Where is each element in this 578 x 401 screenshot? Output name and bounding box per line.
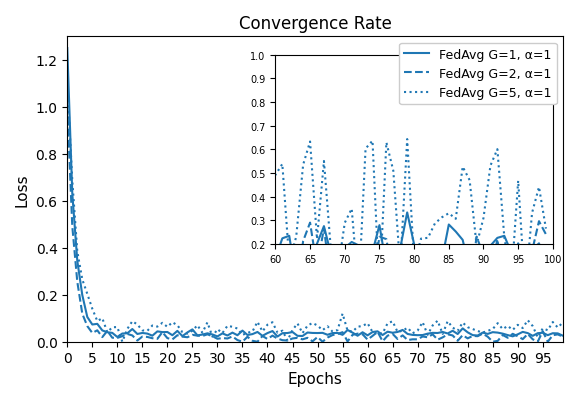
Line: FedAvg G=5, α=1: FedAvg G=5, α=1 [67,84,563,342]
FedAvg G=2, α=1 [524,332,531,336]
FedAvg G=2, α=1 [179,334,186,339]
FedAvg G=1, α=1 [164,330,171,334]
FedAvg G=1, α=1 [184,330,191,335]
FedAvg G=5, α=1 [184,331,191,336]
FedAvg G=5, α=1 [364,321,371,326]
Title: Convergence Rate: Convergence Rate [239,15,391,33]
FedAvg G=5, α=1 [119,340,126,344]
FedAvg G=2, α=1 [324,335,331,340]
FedAvg G=1, α=1 [539,330,546,335]
FedAvg G=1, α=1 [64,47,71,51]
Line: FedAvg G=2, α=1: FedAvg G=2, α=1 [67,107,563,342]
FedAvg G=2, α=1 [539,329,546,334]
FedAvg G=2, α=1 [364,337,371,342]
X-axis label: Epochs: Epochs [288,371,342,386]
FedAvg G=1, α=1 [560,333,566,338]
FedAvg G=1, α=1 [324,332,331,337]
Legend: FedAvg G=1, α=1, FedAvg G=2, α=1, FedAvg G=5, α=1: FedAvg G=1, α=1, FedAvg G=2, α=1, FedAvg… [399,43,557,105]
FedAvg G=2, α=1 [239,340,246,344]
FedAvg G=5, α=1 [539,326,546,331]
Line: FedAvg G=1, α=1: FedAvg G=1, α=1 [67,49,563,337]
FedAvg G=2, α=1 [560,334,566,339]
FedAvg G=2, α=1 [159,330,166,335]
FedAvg G=5, α=1 [524,318,531,323]
FedAvg G=2, α=1 [64,105,71,110]
FedAvg G=5, α=1 [64,82,71,87]
FedAvg G=1, α=1 [524,331,531,336]
FedAvg G=1, α=1 [114,335,121,340]
FedAvg G=5, α=1 [164,325,171,330]
FedAvg G=5, α=1 [324,324,331,329]
Y-axis label: Loss: Loss [15,173,30,207]
FedAvg G=1, α=1 [364,333,371,338]
FedAvg G=5, α=1 [560,320,566,325]
